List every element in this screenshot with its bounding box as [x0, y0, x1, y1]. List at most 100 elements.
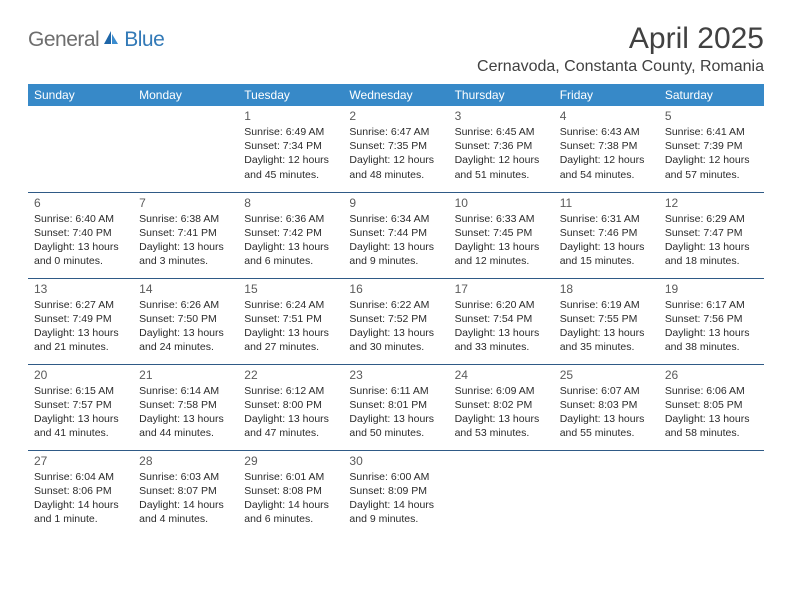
daylight-text: Daylight: 13 hours and 3 minutes.	[139, 240, 232, 268]
calendar-cell: 27Sunrise: 6:04 AMSunset: 8:06 PMDayligh…	[28, 450, 133, 536]
sunset-text: Sunset: 7:39 PM	[665, 139, 758, 153]
sunrise-text: Sunrise: 6:17 AM	[665, 298, 758, 312]
sunrise-text: Sunrise: 6:43 AM	[560, 125, 653, 139]
day-details: Sunrise: 6:31 AMSunset: 7:46 PMDaylight:…	[560, 212, 653, 269]
calendar-row: 1Sunrise: 6:49 AMSunset: 7:34 PMDaylight…	[28, 106, 764, 192]
sunrise-text: Sunrise: 6:36 AM	[244, 212, 337, 226]
weekday-header: Wednesday	[343, 84, 448, 106]
day-details: Sunrise: 6:29 AMSunset: 7:47 PMDaylight:…	[665, 212, 758, 269]
sunrise-text: Sunrise: 6:38 AM	[139, 212, 232, 226]
daylight-text: Daylight: 13 hours and 6 minutes.	[244, 240, 337, 268]
sunset-text: Sunset: 7:51 PM	[244, 312, 337, 326]
day-details: Sunrise: 6:17 AMSunset: 7:56 PMDaylight:…	[665, 298, 758, 355]
day-details: Sunrise: 6:01 AMSunset: 8:08 PMDaylight:…	[244, 470, 337, 527]
sunset-text: Sunset: 7:38 PM	[560, 139, 653, 153]
sunset-text: Sunset: 7:42 PM	[244, 226, 337, 240]
daylight-text: Daylight: 13 hours and 38 minutes.	[665, 326, 758, 354]
day-number: 30	[349, 454, 442, 468]
day-number: 29	[244, 454, 337, 468]
daylight-text: Daylight: 13 hours and 50 minutes.	[349, 412, 442, 440]
calendar-cell: 7Sunrise: 6:38 AMSunset: 7:41 PMDaylight…	[133, 192, 238, 278]
calendar-cell	[659, 450, 764, 536]
day-details: Sunrise: 6:07 AMSunset: 8:03 PMDaylight:…	[560, 384, 653, 441]
day-details: Sunrise: 6:22 AMSunset: 7:52 PMDaylight:…	[349, 298, 442, 355]
day-details: Sunrise: 6:06 AMSunset: 8:05 PMDaylight:…	[665, 384, 758, 441]
calendar-cell: 6Sunrise: 6:40 AMSunset: 7:40 PMDaylight…	[28, 192, 133, 278]
sunrise-text: Sunrise: 6:34 AM	[349, 212, 442, 226]
calendar-cell: 19Sunrise: 6:17 AMSunset: 7:56 PMDayligh…	[659, 278, 764, 364]
weekday-header: Monday	[133, 84, 238, 106]
calendar-cell: 12Sunrise: 6:29 AMSunset: 7:47 PMDayligh…	[659, 192, 764, 278]
day-number: 1	[244, 109, 337, 123]
sunset-text: Sunset: 8:08 PM	[244, 484, 337, 498]
day-number: 23	[349, 368, 442, 382]
sunrise-text: Sunrise: 6:33 AM	[455, 212, 548, 226]
calendar-body: 1Sunrise: 6:49 AMSunset: 7:34 PMDaylight…	[28, 106, 764, 536]
day-number: 17	[455, 282, 548, 296]
sunrise-text: Sunrise: 6:47 AM	[349, 125, 442, 139]
sunrise-text: Sunrise: 6:00 AM	[349, 470, 442, 484]
sunrise-text: Sunrise: 6:24 AM	[244, 298, 337, 312]
calendar-cell	[28, 106, 133, 192]
calendar-page: General Blue April 2025 Cernavoda, Const…	[0, 0, 792, 556]
day-number: 24	[455, 368, 548, 382]
sunrise-text: Sunrise: 6:01 AM	[244, 470, 337, 484]
weekday-header-row: SundayMondayTuesdayWednesdayThursdayFrid…	[28, 84, 764, 106]
calendar-cell: 4Sunrise: 6:43 AMSunset: 7:38 PMDaylight…	[554, 106, 659, 192]
daylight-text: Daylight: 13 hours and 9 minutes.	[349, 240, 442, 268]
weekday-header: Friday	[554, 84, 659, 106]
calendar-cell: 22Sunrise: 6:12 AMSunset: 8:00 PMDayligh…	[238, 364, 343, 450]
day-number: 16	[349, 282, 442, 296]
sunset-text: Sunset: 7:41 PM	[139, 226, 232, 240]
daylight-text: Daylight: 13 hours and 35 minutes.	[560, 326, 653, 354]
day-details: Sunrise: 6:40 AMSunset: 7:40 PMDaylight:…	[34, 212, 127, 269]
sunset-text: Sunset: 7:46 PM	[560, 226, 653, 240]
daylight-text: Daylight: 12 hours and 45 minutes.	[244, 153, 337, 181]
day-details: Sunrise: 6:43 AMSunset: 7:38 PMDaylight:…	[560, 125, 653, 182]
daylight-text: Daylight: 13 hours and 47 minutes.	[244, 412, 337, 440]
day-details: Sunrise: 6:14 AMSunset: 7:58 PMDaylight:…	[139, 384, 232, 441]
calendar-cell: 11 Sunrise: 6:31 AMSunset: 7:46 PMDayligh…	[554, 192, 659, 278]
title-block: April 2025 Cernavoda, Constanta County, …	[477, 22, 764, 76]
calendar-row: 27Sunrise: 6:04 AMSunset: 8:06 PMDayligh…	[28, 450, 764, 536]
daylight-text: Daylight: 13 hours and 41 minutes.	[34, 412, 127, 440]
calendar-cell: 14Sunrise: 6:26 AMSunset: 7:50 PMDayligh…	[133, 278, 238, 364]
calendar-cell: 29 Sunrise: 6:01 AMSunset: 8:08 PMDayligh…	[238, 450, 343, 536]
sunrise-text: Sunrise: 6:22 AM	[349, 298, 442, 312]
calendar-cell: 25Sunrise: 6:07 AMSunset: 8:03 PMDayligh…	[554, 364, 659, 450]
sunrise-text: Sunrise: 6:29 AM	[665, 212, 758, 226]
daylight-text: Daylight: 13 hours and 55 minutes.	[560, 412, 653, 440]
sunrise-text: Sunrise: 6:41 AM	[665, 125, 758, 139]
calendar-cell	[449, 450, 554, 536]
sunrise-text: Sunrise: 6:03 AM	[139, 470, 232, 484]
sunset-text: Sunset: 8:05 PM	[665, 398, 758, 412]
day-number: 5	[665, 109, 758, 123]
sunset-text: Sunset: 7:44 PM	[349, 226, 442, 240]
sunset-text: Sunset: 7:47 PM	[665, 226, 758, 240]
daylight-text: Daylight: 13 hours and 18 minutes.	[665, 240, 758, 268]
day-details: Sunrise: 6:09 AMSunset: 8:02 PMDaylight:…	[455, 384, 548, 441]
sunset-text: Sunset: 7:55 PM	[560, 312, 653, 326]
calendar-cell: 28Sunrise: 6:03 AMSunset: 8:07 PMDayligh…	[133, 450, 238, 536]
day-details: Sunrise: 6:34 AMSunset: 7:44 PMDaylight:…	[349, 212, 442, 269]
sunrise-text: Sunrise: 6:09 AM	[455, 384, 548, 398]
logo-text-general: General	[28, 28, 99, 52]
weekday-header: Sunday	[28, 84, 133, 106]
day-number: 13	[34, 282, 127, 296]
sunrise-text: Sunrise: 6:04 AM	[34, 470, 127, 484]
sunset-text: Sunset: 7:49 PM	[34, 312, 127, 326]
calendar-cell: 8Sunrise: 6:36 AMSunset: 7:42 PMDaylight…	[238, 192, 343, 278]
daylight-text: Daylight: 14 hours and 9 minutes.	[349, 498, 442, 526]
location: Cernavoda, Constanta County, Romania	[477, 58, 764, 76]
sunset-text: Sunset: 7:40 PM	[34, 226, 127, 240]
day-number: 11	[560, 196, 653, 210]
sunset-text: Sunset: 7:52 PM	[349, 312, 442, 326]
day-number: 26	[665, 368, 758, 382]
calendar-cell: 13Sunrise: 6:27 AMSunset: 7:49 PMDayligh…	[28, 278, 133, 364]
weekday-header: Thursday	[449, 84, 554, 106]
daylight-text: Daylight: 12 hours and 48 minutes.	[349, 153, 442, 181]
day-details: Sunrise: 6:19 AMSunset: 7:55 PMDaylight:…	[560, 298, 653, 355]
day-details: Sunrise: 6:00 AMSunset: 8:09 PMDaylight:…	[349, 470, 442, 527]
calendar-cell: 10Sunrise: 6:33 AMSunset: 7:45 PMDayligh…	[449, 192, 554, 278]
sunset-text: Sunset: 8:03 PM	[560, 398, 653, 412]
